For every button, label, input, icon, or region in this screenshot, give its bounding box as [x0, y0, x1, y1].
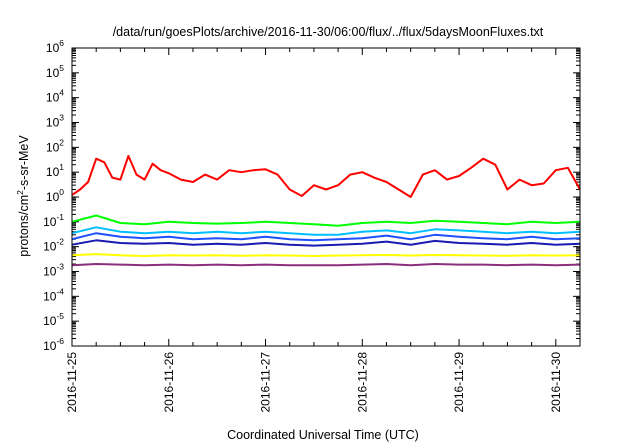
y-ticks: 10-6 10-5 10-4 10-3 10-2 10-1 100 101 102 103 104 1… — [43, 38, 580, 353]
x-tick-label: 2016-11-29 — [452, 352, 466, 413]
series-line-1 — [71, 154, 581, 198]
y-tick-label: 10-4 — [43, 286, 64, 303]
x-tick-label: 2016-11-28 — [355, 352, 369, 413]
y-tick-label: 10-2 — [43, 237, 64, 254]
plot-frame — [71, 47, 581, 347]
y-tick-label: 10-5 — [43, 311, 64, 328]
svg-text:protons/cm2-s-sr-MeV: protons/cm2-s-sr-MeV — [15, 135, 31, 257]
series-line-6 — [71, 253, 581, 257]
x-ticks: 2016-11-25 2016-11-26 2016-11-27 2016-11-28… — [65, 48, 563, 413]
y-tick-label: 10-3 — [43, 262, 64, 279]
y-tick-label: 10-1 — [43, 212, 64, 229]
y-tick-label: 104 — [46, 88, 64, 105]
x-tick-label: 2016-11-26 — [162, 352, 176, 413]
y-tick-label: 106 — [46, 38, 64, 55]
y-axis-label-sup: 2 — [15, 190, 25, 195]
y-axis-label: protons/cm2-s-sr-MeV — [15, 135, 31, 257]
y-tick-label: 101 — [46, 162, 64, 179]
chart-title: /data/run/goesPlots/archive/2016-11-30/0… — [113, 25, 544, 39]
x-axis-label: Coordinated Universal Time (UTC) — [227, 428, 419, 442]
y-tick-label: 100 — [46, 187, 64, 204]
series-line-2 — [71, 214, 581, 227]
series-line-7 — [71, 263, 581, 267]
series-group — [71, 154, 581, 267]
y-tick-label: 105 — [46, 63, 64, 80]
y-tick-label: 102 — [46, 137, 64, 154]
x-tick-label: 2016-11-25 — [65, 352, 79, 413]
series-line-3 — [71, 226, 581, 236]
y-axis-label-post: -s-sr-MeV — [17, 135, 31, 191]
x-tick-label: 2016-11-27 — [259, 352, 273, 413]
series-line-4 — [71, 232, 581, 242]
y-tick-label: 10-6 — [43, 336, 64, 353]
y-axis-label-pre: protons/cm — [17, 195, 31, 257]
series-line-5 — [71, 239, 581, 247]
y-tick-label: 103 — [46, 113, 64, 130]
x-tick-label: 2016-11-30 — [549, 352, 563, 413]
